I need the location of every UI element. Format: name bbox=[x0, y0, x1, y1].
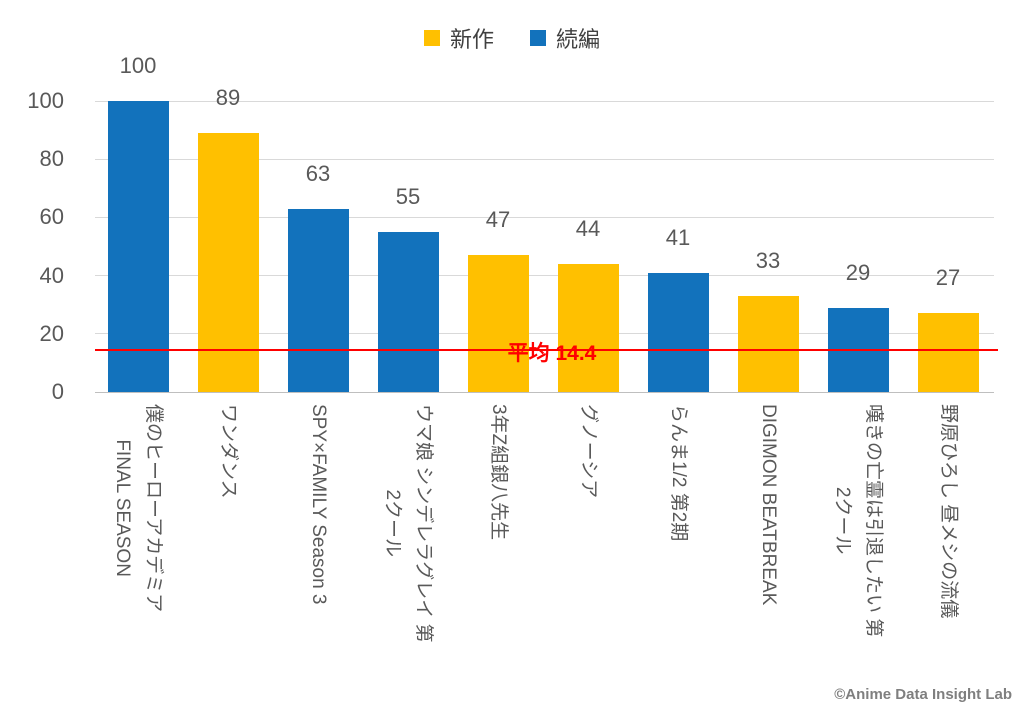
bar-1 bbox=[107, 101, 169, 392]
bar-7 bbox=[647, 272, 709, 392]
y-axis-tick-label: 0 bbox=[51, 379, 64, 404]
bar-value-label: 44 bbox=[575, 215, 601, 241]
x-axis-category-label: 野原ひろし 昼メシの流儀 bbox=[938, 404, 1024, 618]
x-axis-category-label-text: ワンダンス bbox=[217, 404, 239, 499]
legend-item-new: 新作 bbox=[423, 22, 494, 54]
bar-3 bbox=[287, 208, 349, 392]
bar-value-label: 29 bbox=[845, 259, 871, 285]
watermark: ©Anime Data Insight Lab bbox=[834, 686, 1012, 703]
gridline bbox=[95, 275, 994, 277]
x-axis-category-label-text: 3年Z組銀八先生 bbox=[487, 404, 509, 541]
average-line bbox=[95, 349, 998, 352]
x-axis-category-label-text: DIGIMON BEATBREAK bbox=[757, 404, 779, 606]
bar-4 bbox=[377, 231, 439, 392]
x-axis-category-label-text: 嘆きの亡霊は引退したい 第 2クール bbox=[832, 404, 884, 638]
y-axis-tick-label: 20 bbox=[39, 320, 64, 346]
x-axis-category-label-text: 僕のヒーローアカデミア FINAL SEASON bbox=[112, 404, 164, 613]
bar-value-label: 27 bbox=[935, 265, 961, 291]
average-line-label: 平均 14.4 bbox=[507, 342, 597, 366]
x-axis-line bbox=[95, 391, 994, 393]
gridline bbox=[95, 100, 994, 102]
legend-swatch-new-icon bbox=[423, 30, 440, 46]
bar-value-label: 100 bbox=[119, 53, 157, 78]
bar-value-label: 55 bbox=[395, 183, 421, 209]
y-axis-tick-label: 100 bbox=[27, 88, 64, 113]
chart-legend: 新作 続編 bbox=[0, 22, 1024, 54]
y-axis-tick-label: 60 bbox=[39, 204, 64, 230]
bar-value-label: 63 bbox=[305, 160, 331, 186]
bar-6 bbox=[557, 263, 619, 392]
legend-label-sequel: 続編 bbox=[556, 27, 601, 52]
bar-2 bbox=[197, 133, 259, 392]
gridline bbox=[95, 216, 994, 218]
bar-8 bbox=[737, 295, 799, 392]
x-axis-category-label-text: らんま1/2 第2期 bbox=[667, 404, 689, 542]
y-axis-tick-label: 40 bbox=[39, 262, 64, 288]
bar-value-label: 33 bbox=[755, 247, 781, 273]
x-axis-category-label-text: 野原ひろし 昼メシの流儀 bbox=[937, 404, 959, 619]
bar-10 bbox=[917, 313, 979, 392]
bar-value-label: 41 bbox=[665, 224, 691, 250]
bar-value-label: 89 bbox=[215, 85, 241, 110]
x-axis-category-label-text: ウマ娘 シンデレラグレイ 第 2クール bbox=[382, 404, 434, 643]
bar-5 bbox=[467, 255, 529, 392]
gridline bbox=[95, 158, 994, 160]
bar-value-label: 47 bbox=[485, 207, 511, 233]
legend-swatch-sequel-icon bbox=[530, 30, 546, 46]
x-axis-category-label-text: グノーシア bbox=[577, 404, 599, 499]
legend-label-new: 新作 bbox=[449, 27, 494, 52]
legend-item-sequel: 続編 bbox=[530, 22, 600, 54]
y-axis-tick-label: 80 bbox=[39, 146, 64, 172]
x-axis-category-label-text: SPY×FAMILY Season 3 bbox=[307, 404, 329, 605]
gridline bbox=[95, 333, 994, 335]
